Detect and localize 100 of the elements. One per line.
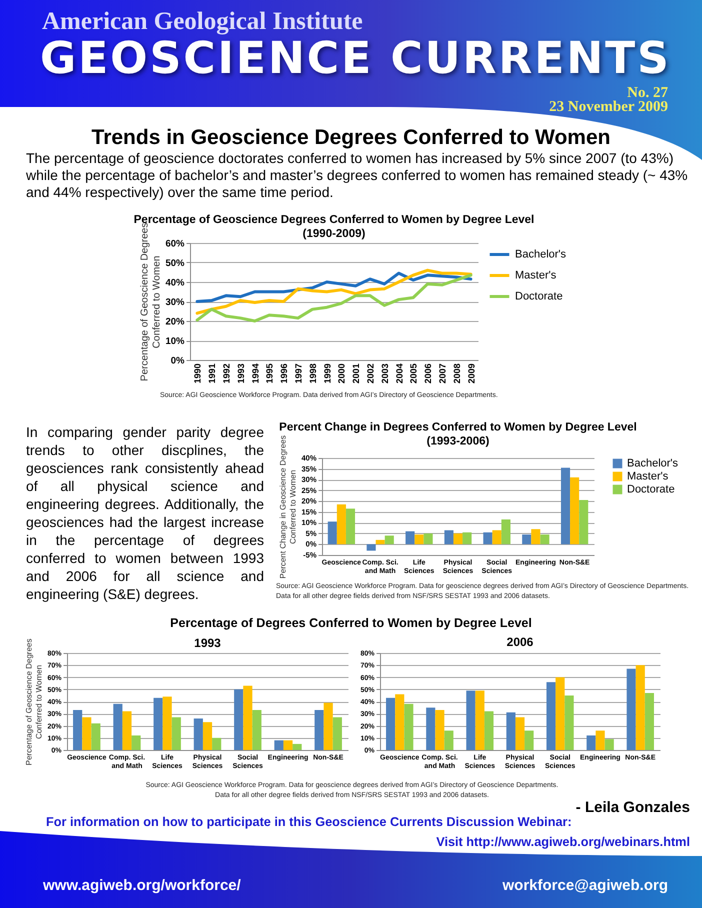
bar <box>376 540 385 544</box>
bar <box>483 532 492 544</box>
y-tick-label: 50% <box>165 258 186 269</box>
x-tick-label: 1992 <box>222 364 232 384</box>
bar <box>644 693 654 750</box>
text: workforce@agiweb.org <box>502 877 668 894</box>
bar <box>332 717 342 750</box>
text: www.agiweb.org/workforce/ <box>43 877 241 894</box>
bar <box>626 668 636 750</box>
bar <box>556 677 565 750</box>
y-axis-title: Percent Change in Geoscience Degrees Conferred to Women <box>278 435 298 579</box>
bar <box>435 710 444 750</box>
x-tick-label: 1997 <box>294 364 304 384</box>
text: No. 27 <box>627 85 668 101</box>
bar <box>336 504 346 544</box>
bar <box>492 530 502 544</box>
bar <box>283 740 293 750</box>
x-tick-label: 2004 <box>394 364 404 384</box>
text: For information on how to participate in this Geoscience Currents Discussion Webinar: <box>46 815 572 829</box>
bar <box>386 698 396 750</box>
x-tick-label: 2002 <box>366 364 376 384</box>
y-tick-label: 0% <box>170 356 186 366</box>
x-tick-label: 1993 <box>236 364 246 384</box>
bar <box>113 704 122 750</box>
bar <box>453 533 463 544</box>
bar <box>515 717 525 750</box>
bar <box>596 730 605 750</box>
bar <box>162 696 172 750</box>
x-tick-label: 1995 <box>264 364 275 384</box>
x-tick-label: 2000 <box>336 364 347 384</box>
text: 23 November 2009 <box>549 99 668 116</box>
bar <box>132 735 141 750</box>
x-tick-label: 1998 <box>308 364 318 384</box>
text: GEOSCIENCE CURRENTS <box>40 33 671 84</box>
bar <box>564 695 574 750</box>
legend-label: Doctorate <box>515 290 563 302</box>
x-tick-label: 1996 <box>279 364 290 384</box>
bar <box>202 722 212 750</box>
bar <box>328 522 337 544</box>
legend-label: Bachelor's <box>515 248 567 260</box>
bar <box>212 738 222 750</box>
x-tick-label: 1991 <box>207 364 218 384</box>
bar <box>274 740 284 750</box>
bar <box>406 531 415 544</box>
bar <box>570 477 580 544</box>
x-tick-label: 2008 <box>452 364 462 384</box>
x-tick-label: 2009 <box>466 364 476 384</box>
line-series <box>196 274 472 322</box>
text: - Leila Gonzales <box>576 799 690 816</box>
bar <box>243 686 252 750</box>
bar <box>292 744 302 750</box>
bar <box>462 532 472 544</box>
bar <box>324 702 333 750</box>
bar <box>91 723 100 750</box>
bar <box>522 534 532 544</box>
bar <box>424 533 433 544</box>
bar <box>560 468 570 544</box>
bar <box>234 689 244 750</box>
bar <box>346 508 356 544</box>
y-tick-label: 40% <box>165 278 186 288</box>
line-series <box>196 268 472 315</box>
chart-title: 2006 <box>506 635 534 649</box>
bar <box>586 735 596 750</box>
line-series <box>196 272 472 303</box>
text: American Geological Institute <box>42 8 363 36</box>
chart-title: Percentage of Degrees Conferred to Women by Degree Level <box>169 616 533 630</box>
bar <box>466 690 476 750</box>
x-tick-label: 2001 <box>351 364 362 384</box>
text: In comparing gender parity degree trends to other discplines, the geosciences rank consistently ahead of all physical science and engineering degrees. Additionally, the geosciences had the largest increase in the percentage of degrees conferred to women between 1993 and 2006 for all science and engineering (S&E) degrees. <box>26 424 264 602</box>
bar <box>366 544 376 551</box>
y-axis-title: Percentage of Geoscience Degrees Conferred to Women <box>24 638 44 766</box>
chart-subtitle: 1993 <box>194 636 222 650</box>
bar <box>546 682 556 750</box>
bar <box>252 710 262 750</box>
x-tick-label: 2006 <box>423 364 434 384</box>
bar <box>395 694 404 750</box>
bar <box>314 710 324 750</box>
x-tick-label: 1999 <box>322 364 332 384</box>
y-tick-label: 10% <box>165 336 186 347</box>
text: The percentage of geoscience doctorates conferred to women has increased by 5% since 2007 (to 43%) while the percentage of bachelor’s and master’s degrees conferred to women has remained steady (~ 43% and 44% respectively) over the same time period. <box>26 150 688 201</box>
y-tick-label: 60% <box>165 238 186 250</box>
bar <box>172 717 181 750</box>
x-tick-label: 2003 <box>380 364 390 384</box>
bar <box>484 711 494 750</box>
bar <box>404 704 414 750</box>
text: Trends in Geoscience Degrees Conferred to Women <box>90 126 612 150</box>
y-axis-title: Percentage of Geoscience Degrees Conferred to Women <box>139 222 162 382</box>
bar <box>194 718 203 750</box>
bar <box>122 711 132 750</box>
y-tick-label: 30% <box>165 297 186 308</box>
bar <box>426 708 436 750</box>
bar <box>506 712 516 750</box>
text: Visit http://www.agiweb.org/webinars.html <box>436 835 690 849</box>
x-tick-label: 1990 <box>192 364 203 384</box>
bar <box>414 534 424 544</box>
bar <box>82 717 92 750</box>
bar <box>531 529 540 544</box>
x-tick-label: 2005 <box>408 364 419 384</box>
bar <box>73 710 82 750</box>
legend-label: Doctorate <box>627 484 675 496</box>
